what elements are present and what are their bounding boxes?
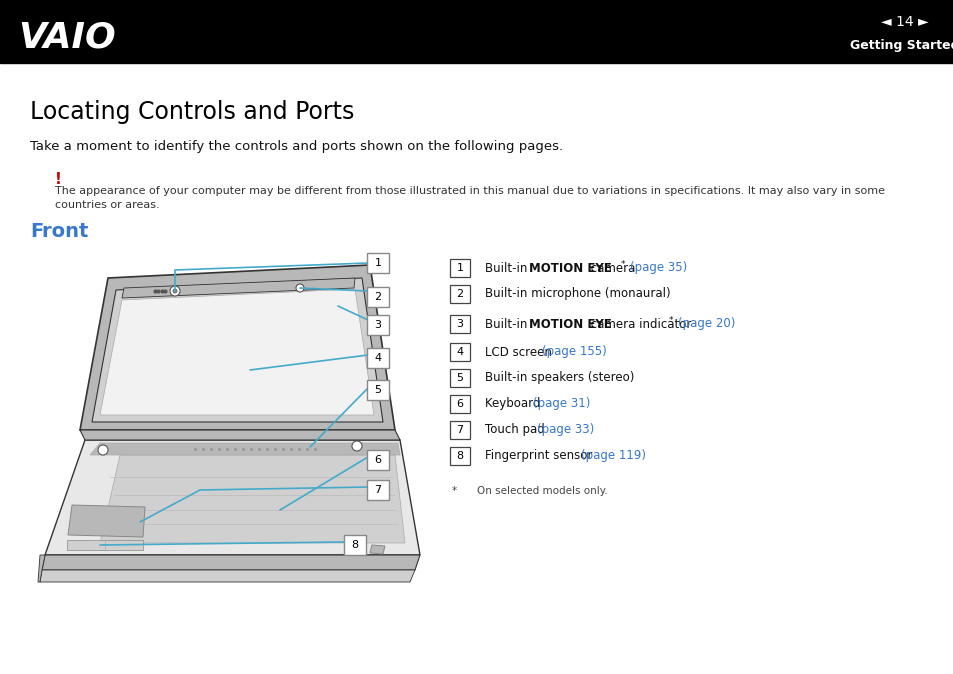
Text: 2: 2 bbox=[456, 289, 463, 299]
Text: Built-in: Built-in bbox=[484, 262, 531, 274]
Text: Take a moment to identify the controls and ports shown on the following pages.: Take a moment to identify the controls a… bbox=[30, 140, 562, 153]
Text: LCD screen: LCD screen bbox=[484, 346, 555, 359]
Text: Front: Front bbox=[30, 222, 89, 241]
FancyBboxPatch shape bbox=[367, 450, 389, 470]
Circle shape bbox=[170, 286, 180, 296]
Text: VAIO: VAIO bbox=[18, 21, 115, 55]
Polygon shape bbox=[122, 278, 355, 298]
Text: 3: 3 bbox=[375, 320, 381, 330]
Text: ◄ 14 ►: ◄ 14 ► bbox=[881, 15, 928, 29]
Text: 8: 8 bbox=[351, 540, 358, 550]
Text: (page 31): (page 31) bbox=[532, 398, 589, 410]
Text: countries or areas.: countries or areas. bbox=[55, 200, 159, 210]
Text: Keyboard: Keyboard bbox=[484, 398, 543, 410]
Text: On selected models only.: On selected models only. bbox=[463, 486, 607, 496]
Polygon shape bbox=[100, 289, 374, 415]
Text: *: * bbox=[668, 315, 673, 324]
Text: Built-in: Built-in bbox=[484, 317, 531, 330]
Text: MOTION EYE: MOTION EYE bbox=[528, 262, 611, 274]
Text: 7: 7 bbox=[374, 485, 381, 495]
Text: The appearance of your computer may be different from those illustrated in this : The appearance of your computer may be d… bbox=[55, 186, 884, 196]
Text: 1: 1 bbox=[375, 258, 381, 268]
FancyBboxPatch shape bbox=[450, 285, 470, 303]
Text: Touch pad: Touch pad bbox=[484, 423, 548, 437]
Polygon shape bbox=[100, 455, 405, 543]
Polygon shape bbox=[80, 430, 399, 440]
Bar bbox=[0, 0, 953, 63]
Text: camera indicator: camera indicator bbox=[586, 317, 690, 330]
Text: (page 155): (page 155) bbox=[542, 346, 606, 359]
Text: Built-in microphone (monaural): Built-in microphone (monaural) bbox=[484, 288, 670, 301]
Text: *: * bbox=[452, 486, 456, 496]
FancyBboxPatch shape bbox=[367, 480, 389, 500]
Text: MOTION EYE: MOTION EYE bbox=[528, 317, 611, 330]
Text: Locating Controls and Ports: Locating Controls and Ports bbox=[30, 100, 354, 124]
FancyBboxPatch shape bbox=[450, 315, 470, 333]
Polygon shape bbox=[90, 443, 399, 455]
Polygon shape bbox=[68, 505, 145, 537]
Text: 6: 6 bbox=[456, 399, 463, 409]
Text: 6: 6 bbox=[375, 455, 381, 465]
Text: Built-in speakers (stereo): Built-in speakers (stereo) bbox=[484, 371, 634, 384]
FancyBboxPatch shape bbox=[450, 395, 470, 413]
Text: 1: 1 bbox=[456, 263, 463, 273]
Text: (page 20): (page 20) bbox=[678, 317, 735, 330]
FancyBboxPatch shape bbox=[367, 315, 389, 335]
FancyBboxPatch shape bbox=[367, 287, 389, 307]
Circle shape bbox=[98, 445, 108, 455]
FancyBboxPatch shape bbox=[450, 421, 470, 439]
FancyBboxPatch shape bbox=[367, 253, 389, 273]
Polygon shape bbox=[80, 265, 395, 430]
FancyBboxPatch shape bbox=[367, 380, 389, 400]
Text: (page 33): (page 33) bbox=[537, 423, 594, 437]
FancyBboxPatch shape bbox=[344, 535, 366, 555]
Text: camera: camera bbox=[586, 262, 635, 274]
Polygon shape bbox=[91, 278, 382, 422]
FancyBboxPatch shape bbox=[450, 447, 470, 465]
Text: 5: 5 bbox=[456, 373, 463, 383]
Polygon shape bbox=[370, 545, 385, 554]
Polygon shape bbox=[67, 540, 143, 550]
Circle shape bbox=[172, 288, 177, 293]
Circle shape bbox=[352, 441, 361, 451]
Polygon shape bbox=[40, 570, 415, 582]
Text: Fingerprint sensor: Fingerprint sensor bbox=[484, 450, 596, 462]
FancyBboxPatch shape bbox=[450, 343, 470, 361]
Polygon shape bbox=[42, 555, 419, 570]
FancyBboxPatch shape bbox=[367, 348, 389, 368]
Text: !: ! bbox=[55, 172, 62, 187]
Circle shape bbox=[295, 284, 304, 292]
Polygon shape bbox=[45, 440, 419, 555]
Text: 4: 4 bbox=[456, 347, 463, 357]
Text: (page 35): (page 35) bbox=[629, 262, 686, 274]
FancyBboxPatch shape bbox=[450, 369, 470, 387]
FancyBboxPatch shape bbox=[450, 259, 470, 277]
Polygon shape bbox=[38, 555, 45, 582]
Text: 3: 3 bbox=[456, 319, 463, 329]
Text: 2: 2 bbox=[374, 292, 381, 302]
Text: (page 119): (page 119) bbox=[580, 450, 645, 462]
Text: 4: 4 bbox=[374, 353, 381, 363]
Text: 7: 7 bbox=[456, 425, 463, 435]
Text: *: * bbox=[620, 259, 624, 268]
Text: Getting Started: Getting Started bbox=[849, 40, 953, 53]
Text: 5: 5 bbox=[375, 385, 381, 395]
Text: 8: 8 bbox=[456, 451, 463, 461]
